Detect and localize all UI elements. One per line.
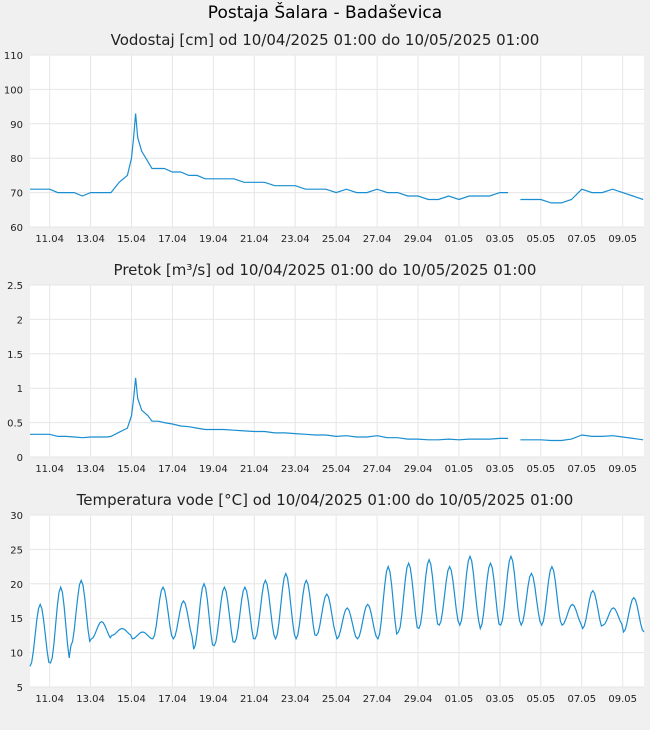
x-tick-label: 15.04 xyxy=(117,694,146,705)
chart-title-temperatura: Temperatura vode [°C] od 10/04/2025 01:0… xyxy=(76,491,574,509)
x-tick-label: 07.05 xyxy=(567,234,596,245)
y-tick-label: 25 xyxy=(10,545,23,556)
y-tick-label: 2.5 xyxy=(7,281,23,292)
chart-title-pretok: Pretok [m³/s] od 10/04/2025 01:00 do 10/… xyxy=(113,261,537,279)
x-tick-label: 05.05 xyxy=(527,694,556,705)
x-tick-label: 23.04 xyxy=(281,694,310,705)
x-tick-label: 21.04 xyxy=(240,464,269,475)
y-tick-label: 100 xyxy=(4,85,23,96)
x-tick-label: 21.04 xyxy=(240,694,269,705)
x-tick-label: 09.05 xyxy=(608,694,637,705)
chart-title-vodostaj: Vodostaj [cm] od 10/04/2025 01:00 do 10/… xyxy=(110,31,540,49)
y-tick-label: 1 xyxy=(17,384,23,395)
x-tick-label: 15.04 xyxy=(117,464,146,475)
y-tick-label: 80 xyxy=(10,154,23,165)
x-tick-label: 25.04 xyxy=(322,694,351,705)
y-tick-label: 1.5 xyxy=(7,350,23,361)
x-tick-label: 19.04 xyxy=(199,694,228,705)
x-tick-label: 29.04 xyxy=(404,694,433,705)
y-tick-label: 15 xyxy=(10,614,23,625)
chart-temperatura: 5 10 15 20 25 30 11.04 13.04 15.04 17.04 19.04 21.0… xyxy=(10,511,645,705)
x-tick-label: 03.05 xyxy=(486,234,515,245)
x-tick-label: 27.04 xyxy=(363,464,392,475)
y-tick-label: 60 xyxy=(10,223,23,234)
page-title: Postaja Šalara - Badaševica xyxy=(207,3,443,23)
x-tick-label: 03.05 xyxy=(486,694,515,705)
x-tick-label: 01.05 xyxy=(445,694,474,705)
y-tick-label: 20 xyxy=(10,580,23,591)
y-tick-label: 70 xyxy=(10,189,23,200)
x-tick-label: 19.04 xyxy=(199,234,228,245)
y-tick-label: 10 xyxy=(10,649,23,660)
x-tick-label: 09.05 xyxy=(608,464,637,475)
x-tick-label: 23.04 xyxy=(281,464,310,475)
chart-vodostaj: 60 70 80 90 100 110 11.04 13.04 15.04 17.04 19.04 2… xyxy=(4,51,644,245)
x-tick-label: 07.05 xyxy=(567,694,596,705)
y-tick-label: 30 xyxy=(10,511,23,522)
x-tick-label: 25.04 xyxy=(322,234,351,245)
y-tick-label: 90 xyxy=(10,120,23,131)
x-tick-label: 11.04 xyxy=(35,234,64,245)
x-tick-label: 13.04 xyxy=(76,464,105,475)
x-tick-label: 13.04 xyxy=(76,694,105,705)
chart-pretok: 0 0.5 1 1.5 2 2.5 11.04 13.04 15.04 17.04 19.04 21.… xyxy=(7,281,644,475)
x-tick-label: 11.04 xyxy=(35,694,64,705)
series-line xyxy=(30,113,644,204)
x-tick-label: 17.04 xyxy=(158,694,187,705)
x-tick-label: 29.04 xyxy=(404,464,433,475)
x-tick-label: 13.04 xyxy=(76,234,105,245)
y-tick-label: 110 xyxy=(4,51,23,62)
x-tick-label: 15.04 xyxy=(117,234,146,245)
x-tick-label: 05.05 xyxy=(527,234,556,245)
series-line xyxy=(29,554,645,667)
y-tick-label: 0.5 xyxy=(7,419,23,430)
y-tick-label: 5 xyxy=(17,683,23,694)
x-tick-label: 01.05 xyxy=(445,234,474,245)
x-tick-label: 19.04 xyxy=(199,464,228,475)
series-line xyxy=(30,377,644,442)
x-tick-label: 05.05 xyxy=(527,464,556,475)
x-tick-label: 11.04 xyxy=(35,464,64,475)
x-tick-label: 23.04 xyxy=(281,234,310,245)
x-tick-label: 17.04 xyxy=(158,234,187,245)
x-tick-label: 25.04 xyxy=(322,464,351,475)
x-tick-label: 17.04 xyxy=(158,464,187,475)
x-tick-label: 29.04 xyxy=(404,234,433,245)
plot-area xyxy=(30,285,644,457)
y-tick-label: 2 xyxy=(17,315,23,326)
x-tick-label: 07.05 xyxy=(567,464,596,475)
x-tick-label: 01.05 xyxy=(445,464,474,475)
x-tick-label: 21.04 xyxy=(240,234,269,245)
x-tick-label: 27.04 xyxy=(363,234,392,245)
x-tick-label: 09.05 xyxy=(608,234,637,245)
plot-area xyxy=(30,55,644,227)
plot-area xyxy=(30,515,644,687)
y-tick-label: 0 xyxy=(17,453,23,464)
x-tick-label: 27.04 xyxy=(363,694,392,705)
x-tick-label: 03.05 xyxy=(486,464,515,475)
